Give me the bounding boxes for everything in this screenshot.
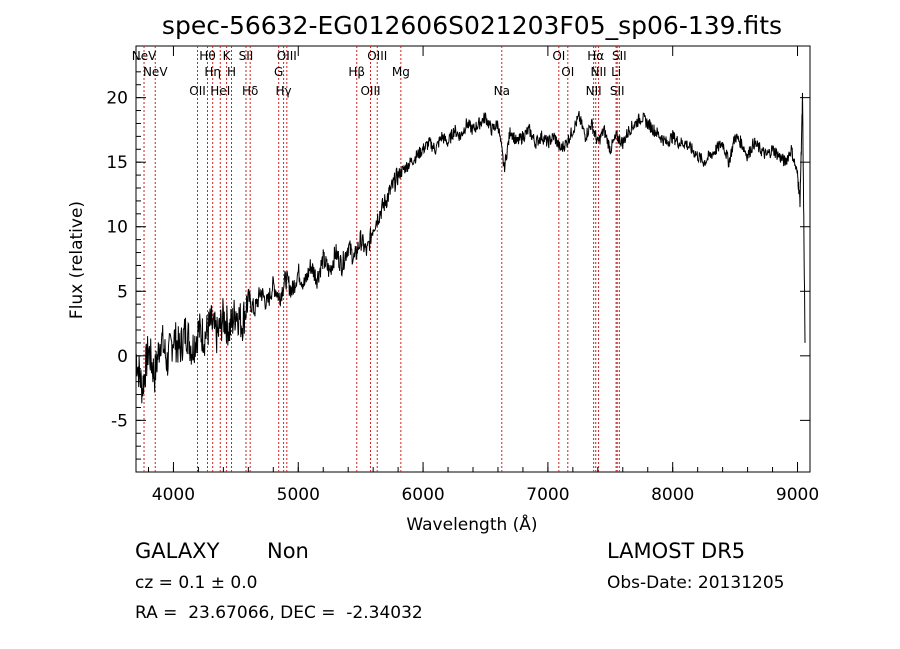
y-tick-label-3: 10 [106,218,128,238]
spectral-line-label-6: K [223,49,232,63]
y-tick-label-5: 20 [106,89,128,109]
spectral-line-label-13: Hβ [348,65,365,79]
y-axis-label: Flux (relative) [67,201,87,319]
chart-title: spec-56632-EG012606S021203F05_sp06-139.f… [162,11,782,40]
object-subclass: Non [267,539,309,563]
axis-ticks: 4000 5000 6000 7000 8000 9000 -5 0 5 10 15 20 [106,46,819,505]
spectral-line-label-8: Hδ [242,84,258,98]
y-tick-label-1: 0 [117,347,128,367]
spectral-line-label-19: OI [561,65,574,79]
spectral-line-label-12: OIII [277,49,297,63]
spectral-line-label-5: HeI [210,84,230,98]
x-axis-label: Wavelength (Å) [406,513,537,535]
spectral-line-label-9: SII [239,49,254,63]
y-tick-label-0: -5 [111,411,128,431]
x-tick-label-1: 5000 [277,485,320,505]
spectral-line-label-25: Li [611,65,621,79]
observation-date: Obs-Date: 20131205 [607,573,785,593]
spectral-lines [143,46,620,472]
redshift-cz: cz = 0.1 ± 0.0 [135,573,258,593]
spectral-line-label-18: OI [552,49,565,63]
ra-dec-coordinates: RA = 23.67066, DEC = -2.34032 [135,603,423,623]
spectral-line-label-17: Na [494,84,510,98]
spectral-line-label-24: SII [612,49,627,63]
spectral-line-label-23: SII [610,84,625,98]
spectral-line-label-1: NeV [143,65,168,79]
spectrum-line-0 [135,92,806,404]
spectral-line-labels: NeVNeVOIIHθHηHeIKHHδSIIGHγOIIIHβOIIIOIII… [132,49,627,98]
spectral-line-label-21: Hα [587,49,604,63]
x-tick-label-4: 8000 [651,485,694,505]
spectral-line-label-3: Hθ [199,49,215,63]
object-class: GALAXY [135,539,220,563]
spectral-line-label-15: OIII [367,49,387,63]
x-tick-label-3: 7000 [526,485,569,505]
plot-frame [135,45,811,473]
spectral-line-label-22: NII [591,65,607,79]
spectral-line-label-4: Hη [204,65,221,79]
spectral-line-label-20: NII [586,84,602,98]
y-tick-label-4: 15 [106,153,128,173]
x-tick-label-0: 4000 [152,485,195,505]
spectral-line-label-7: H [227,65,236,79]
survey-name: LAMOST DR5 [607,539,746,563]
x-tick-label-2: 6000 [401,485,444,505]
spectral-line-label-11: Hγ [276,84,292,98]
spectrum-series [135,92,806,404]
x-tick-label-5: 9000 [776,485,819,505]
y-tick-label-2: 5 [117,282,128,302]
spectral-line-label-14: OIII [360,84,380,98]
spectral-line-label-16: Mg [392,65,410,79]
spectral-line-label-10: G [274,65,283,79]
spectral-line-label-2: OII [189,84,206,98]
spectral-line-label-0: NeV [132,49,157,63]
